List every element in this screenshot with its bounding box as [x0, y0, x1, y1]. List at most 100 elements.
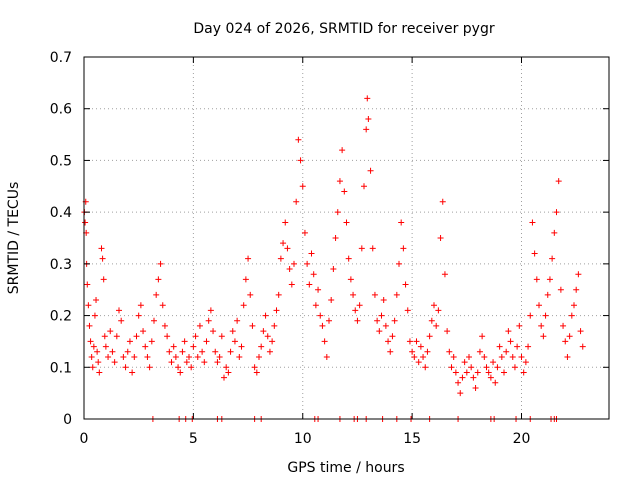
data-point	[137, 302, 144, 309]
data-point	[406, 338, 413, 345]
data-point	[142, 343, 149, 350]
data-point	[293, 198, 300, 205]
data-point	[231, 338, 238, 345]
data-point	[575, 271, 582, 278]
data-point	[369, 245, 376, 252]
data-point	[301, 229, 308, 236]
data-point	[525, 343, 532, 350]
data-point	[328, 297, 335, 304]
data-point	[282, 219, 289, 226]
data-point	[295, 136, 302, 143]
data-point	[350, 291, 357, 298]
data-point	[437, 235, 444, 241]
y-axis-label: SRMTID / TECUs	[6, 182, 22, 295]
data-point	[450, 353, 457, 360]
data-point	[546, 276, 553, 283]
data-point	[531, 250, 538, 257]
data-point	[428, 317, 435, 324]
data-point	[516, 322, 523, 329]
data-point	[288, 281, 295, 288]
data-point	[157, 260, 164, 267]
data-point	[345, 255, 352, 262]
data-point	[468, 364, 475, 371]
data-point	[411, 353, 418, 360]
plot-frame	[83, 56, 610, 420]
data-point	[332, 235, 339, 241]
data-point	[479, 333, 486, 340]
data-point	[420, 353, 427, 360]
data-point	[560, 322, 567, 329]
data-point	[129, 369, 136, 376]
data-point	[153, 291, 160, 298]
data-point	[364, 95, 371, 102]
data-point	[356, 302, 363, 309]
data-point	[441, 271, 448, 278]
data-point	[426, 333, 433, 340]
data-point	[358, 245, 365, 252]
data-point	[113, 333, 120, 340]
data-point	[240, 302, 247, 309]
data-point	[518, 353, 525, 360]
data-point	[330, 266, 337, 273]
data-point	[122, 364, 129, 371]
data-point	[367, 167, 374, 174]
data-point	[520, 369, 527, 376]
grid	[84, 57, 609, 419]
data-point	[201, 359, 208, 366]
data-point	[417, 343, 424, 350]
data-point	[284, 245, 291, 252]
data-point	[334, 209, 341, 216]
data-point	[385, 338, 392, 345]
data-point	[271, 322, 278, 329]
data-point	[455, 379, 462, 386]
data-point	[511, 364, 518, 371]
data-point	[192, 333, 199, 340]
data-point	[100, 276, 107, 283]
data-point	[400, 245, 407, 252]
data-point	[306, 281, 313, 288]
data-point	[448, 364, 455, 371]
data-point	[457, 390, 464, 397]
data-point	[273, 307, 280, 314]
data-point	[382, 322, 389, 329]
data-point	[481, 353, 488, 360]
y-axis: 0 0.1 0.2 0.3 0.4 0.5 0.6 0.7	[50, 50, 609, 428]
data-point	[140, 328, 147, 335]
data-point	[258, 343, 265, 350]
data-point	[205, 317, 212, 324]
data-point	[514, 343, 521, 350]
data-point	[269, 338, 276, 345]
data-point	[435, 307, 442, 314]
data-point	[503, 348, 510, 355]
data-point	[256, 353, 262, 360]
data-point	[498, 353, 505, 360]
data-point	[487, 374, 494, 381]
data-point	[264, 333, 271, 340]
data-point	[422, 364, 429, 371]
data-point	[196, 322, 203, 329]
data-point	[135, 312, 142, 319]
data-point	[238, 343, 245, 350]
data-point	[549, 255, 556, 262]
data-point	[374, 317, 381, 324]
data-point	[89, 364, 96, 371]
data-point	[551, 229, 558, 236]
data-point	[297, 157, 304, 164]
data-point	[109, 348, 116, 355]
data-point	[361, 183, 367, 190]
data-point	[409, 348, 416, 355]
data-point	[105, 353, 112, 360]
data-point	[393, 291, 400, 298]
data-point	[415, 359, 422, 366]
data-point	[229, 328, 236, 335]
data-point	[126, 338, 133, 345]
data-point	[116, 307, 122, 314]
data-point	[452, 369, 459, 376]
data-point	[277, 255, 284, 262]
data-point	[352, 307, 359, 314]
y-tick-label: 0.5	[50, 153, 72, 169]
data-point	[245, 255, 252, 262]
data-point	[304, 260, 311, 267]
data-point	[501, 369, 507, 376]
